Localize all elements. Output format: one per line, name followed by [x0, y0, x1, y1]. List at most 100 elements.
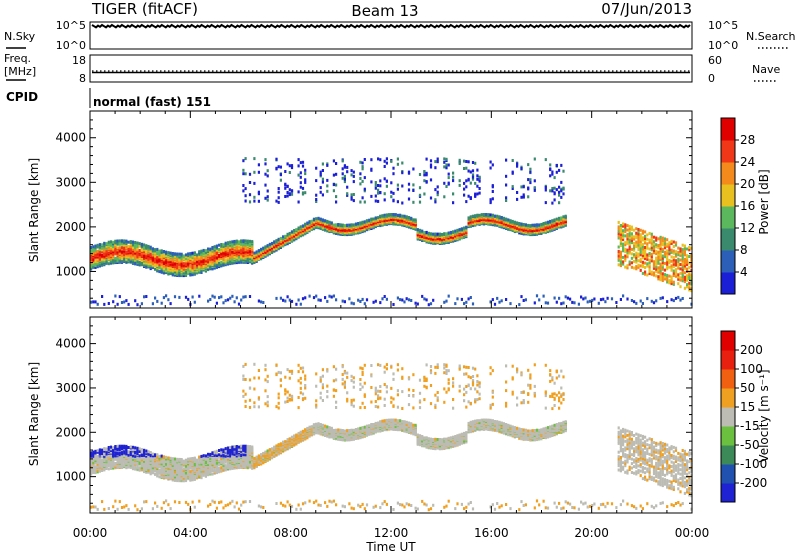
power-data-point	[630, 265, 633, 269]
power-data-point	[383, 159, 386, 163]
power-data-point	[478, 179, 481, 183]
power-data-point	[240, 298, 243, 302]
power-data-point	[414, 301, 417, 305]
power-data-point	[116, 246, 119, 250]
power-data-point	[456, 297, 459, 301]
power-data-point	[622, 255, 625, 259]
power-data-point	[374, 299, 377, 303]
power-data-point	[120, 259, 124, 263]
power-data-point	[628, 244, 631, 248]
power-data-point	[182, 274, 185, 278]
power-data-point	[522, 223, 525, 226]
power-data-point	[610, 297, 614, 301]
power-data-point	[562, 169, 565, 173]
power-data-point	[92, 265, 95, 268]
power-data-point	[396, 183, 399, 187]
power-data-point	[207, 263, 210, 267]
power-data-point	[469, 181, 472, 185]
power-data-point	[204, 255, 207, 259]
power-data-point	[96, 249, 99, 253]
power-data-point	[560, 189, 563, 193]
power-data-point	[418, 173, 422, 176]
power-data-point	[105, 257, 108, 261]
power-data-point	[478, 175, 481, 179]
power-data-point	[200, 259, 203, 262]
power-data-point	[410, 299, 413, 302]
power-data-point	[365, 298, 369, 302]
power-data-point	[288, 298, 291, 302]
power-data-point	[551, 187, 554, 190]
power-data-point	[242, 295, 245, 299]
power-data-point	[231, 240, 234, 244]
power-data-point	[143, 264, 146, 267]
power-data-point	[368, 218, 371, 222]
power-data-point	[586, 300, 589, 304]
power-data-point	[489, 198, 492, 202]
power-data-point	[463, 181, 466, 185]
freq-panel-frame	[89, 54, 693, 83]
power-data-point	[392, 198, 395, 202]
power-data-point	[516, 221, 519, 225]
power-data-point	[644, 261, 647, 265]
power-data-point	[125, 242, 128, 246]
power-data-point	[630, 232, 633, 236]
power-data-point	[507, 218, 510, 222]
power-data-point	[628, 240, 631, 244]
power-data-point	[231, 254, 234, 257]
power-data-point	[370, 158, 373, 162]
power-data-point	[220, 254, 223, 258]
power-data-point	[626, 264, 629, 268]
power-data-point	[165, 266, 168, 270]
power-data-point	[639, 253, 642, 257]
power-data-point	[120, 239, 124, 243]
power-data-point	[633, 300, 636, 304]
power-data-point	[436, 193, 439, 197]
power-data-point	[633, 235, 636, 239]
power-data-point	[553, 186, 556, 190]
power-data-point	[134, 245, 137, 249]
power-data-point	[564, 295, 567, 299]
power-data-point	[92, 247, 95, 250]
power-data-point	[162, 253, 165, 257]
power-data-point	[456, 228, 459, 232]
nave-label: Nave	[752, 63, 780, 76]
power-data-point	[452, 171, 455, 175]
power-data-point	[646, 253, 649, 257]
power-data-point	[275, 157, 278, 161]
power-data-point	[131, 259, 135, 263]
power-data-point	[282, 235, 285, 239]
power-data-point	[279, 165, 282, 169]
power-data-point	[160, 249, 163, 253]
freq-tick-top: 18	[72, 54, 86, 67]
power-data-point	[253, 181, 256, 185]
power-data-point	[491, 213, 494, 217]
power-data-point	[131, 243, 135, 247]
power-data-point	[639, 228, 642, 232]
power-data-point	[516, 164, 519, 168]
power-data-point	[619, 298, 622, 301]
power-data-point	[277, 237, 280, 241]
power-data-point	[434, 188, 437, 192]
power-data-point	[279, 173, 282, 177]
power-data-point	[244, 199, 247, 203]
power-data-point	[639, 248, 642, 252]
nsky-panel: N.Sky 10^5 10^0 10^5 10^0 N.Search	[4, 19, 796, 52]
power-data-point	[211, 256, 214, 260]
power-data-point	[505, 298, 508, 301]
power-data-point	[321, 169, 324, 172]
power-data-point	[107, 242, 110, 246]
power-data-point	[222, 261, 225, 265]
power-data-point	[114, 294, 117, 298]
power-data-point	[630, 247, 633, 251]
power-data-point	[220, 249, 223, 252]
power-data-point	[114, 244, 117, 248]
power-data-point	[240, 260, 243, 264]
power-data-point	[635, 254, 638, 257]
power-data-point	[571, 300, 574, 304]
power-data-point	[357, 222, 360, 225]
power-data-point	[639, 242, 642, 246]
power-data-point	[460, 297, 463, 301]
power-data-point	[129, 240, 132, 244]
power-data-point	[438, 232, 441, 236]
